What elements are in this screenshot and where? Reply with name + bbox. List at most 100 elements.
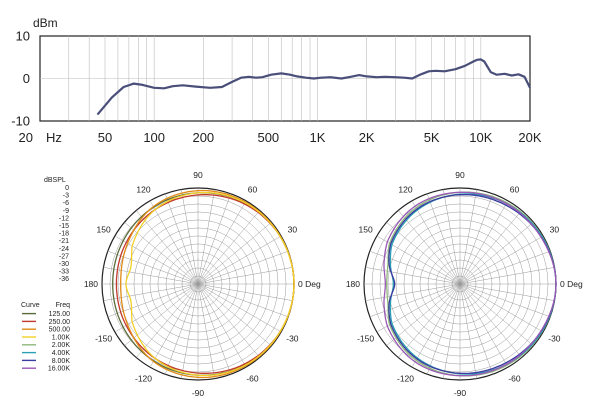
polar-angle-label: 150 — [359, 225, 373, 235]
polar-level-tick: -9 — [63, 208, 69, 215]
polar-spoke — [197, 267, 293, 285]
polar-angle-label: -150 — [95, 334, 112, 344]
frequency-x-tick-label: 10K — [469, 130, 492, 145]
legend-entry-label: 8.00K — [52, 358, 71, 365]
polar-level-tick: -30 — [59, 261, 69, 268]
polar-spoke — [459, 283, 555, 301]
polar-spoke — [197, 283, 260, 358]
polar-spoke — [181, 189, 199, 285]
polar-spoke — [459, 193, 494, 285]
polar-spoke — [197, 283, 272, 346]
polar-spoke — [386, 222, 461, 285]
polar-spoke — [197, 283, 282, 333]
polar-angle-label: 180 — [84, 279, 98, 289]
polar-level-tick: -24 — [59, 246, 69, 253]
polar-level-tick: -3 — [63, 193, 69, 200]
polar-spoke — [459, 222, 534, 285]
polar-series-2.00K — [386, 191, 557, 377]
polar-angle-label: -60 — [508, 373, 521, 383]
polar-series-250.00 — [115, 194, 295, 374]
polar-level-tick: -12 — [59, 215, 69, 222]
frequency-x-tick-label: 100 — [143, 130, 165, 145]
polar-spoke — [459, 267, 555, 285]
polar-spoke — [197, 235, 282, 285]
polar-spoke — [136, 283, 199, 358]
polar-angle-label: 120 — [136, 185, 150, 195]
polar-spoke — [136, 210, 199, 285]
frequency-response-line — [96, 58, 531, 116]
polar-angle-label: 30 — [288, 225, 298, 235]
polar-r-axis-label: dBSPL — [44, 177, 66, 184]
polar-spoke — [197, 283, 293, 301]
polar-series-8.00K — [388, 193, 557, 375]
polar-angle-label: 180 — [346, 279, 360, 289]
polar-angle-label: 60 — [510, 185, 520, 195]
polar-angle-label: 150 — [97, 225, 111, 235]
polar-spoke — [365, 267, 461, 285]
polar-spoke — [197, 283, 247, 368]
polar-angle-label: 90 — [193, 170, 203, 180]
frequency-y-axis-label: dBm — [33, 16, 58, 30]
polar-spoke — [459, 235, 544, 285]
polar-spoke — [164, 283, 199, 375]
polar-legend: Curve Freq 125.00250.00500.001.00K2.00K4… — [21, 302, 70, 373]
polar-spoke — [459, 210, 522, 285]
polar-angle-label: -30 — [548, 334, 561, 344]
polar-angle-label: -90 — [192, 388, 205, 398]
polar-spoke — [197, 283, 215, 379]
polar-spoke — [443, 283, 461, 379]
legend-entry-label: 1.00K — [52, 334, 71, 341]
polar-angle-label: 120 — [398, 185, 412, 195]
polar-spoke — [197, 283, 289, 318]
legend-entry-label: 16.00K — [48, 366, 71, 373]
polar-spoke — [103, 283, 199, 301]
polar-angle-label: -30 — [286, 334, 299, 344]
polar-spoke — [181, 283, 199, 379]
polar-panel-1: 0 Deg 30 60 90 120 150 180 -150 -120 -90 -60 -30 — [84, 170, 321, 398]
polar-angle-label: -120 — [135, 373, 152, 383]
frequency-x-axis-label: Hz — [46, 130, 62, 145]
polar-spoke — [411, 283, 461, 368]
polar-series-16.00K — [383, 191, 557, 377]
polar-level-tick: -15 — [59, 223, 69, 230]
polar-angle-label: 0 Deg — [298, 279, 321, 289]
frequency-x-tick-label: 500 — [257, 130, 279, 145]
frequency-x-tick-label: 20 — [19, 130, 33, 145]
polar-level-scale: 0-3-6-9-12-15-18-21-24-27-30-33-36 — [59, 185, 69, 283]
frequency-grid — [40, 36, 530, 121]
polar-level-tick: -18 — [59, 231, 69, 238]
polar-spoke — [124, 222, 199, 285]
polar-spoke — [426, 193, 461, 285]
frequency-x-tick-label: 2K — [359, 130, 375, 145]
legend-entry-label: 500.00 — [49, 327, 71, 334]
legend-entry-label: 2.00K — [52, 342, 71, 349]
polar-spoke — [149, 283, 199, 368]
polar-series-500.00 — [120, 189, 295, 379]
frequency-x-tick-label: 50 — [98, 130, 112, 145]
polar-spoke — [197, 189, 215, 285]
polar-level-tick: -33 — [59, 269, 69, 276]
legend-header-freq: Freq — [56, 302, 71, 309]
frequency-y-tick-label: -10 — [11, 114, 30, 129]
frequency-y-tick-label: 0 — [23, 71, 30, 86]
polar-angle-label: -90 — [454, 388, 467, 398]
polar-panel-2: 0 Deg 30 60 90 120 150 180 -150 -120 -90 -60 -30 — [346, 170, 583, 398]
polar-spoke — [164, 193, 199, 285]
polar-spoke — [197, 250, 289, 285]
legend-entry-label: 125.00 — [49, 311, 71, 318]
frequency-y-tick-label: 10 — [16, 29, 30, 44]
polar-spoke — [459, 189, 477, 285]
frequency-x-tick-label: 20K — [518, 130, 541, 145]
polar-spoke — [197, 210, 260, 285]
polar-spoke — [459, 283, 477, 379]
polar-spoke — [365, 283, 461, 301]
polar-spoke — [411, 200, 461, 285]
frequency-x-tick-label: 1K — [310, 130, 326, 145]
polar-spoke — [386, 283, 461, 346]
polar-spoke — [443, 189, 461, 285]
polar-spoke — [197, 222, 272, 285]
polar-spoke — [459, 283, 551, 318]
